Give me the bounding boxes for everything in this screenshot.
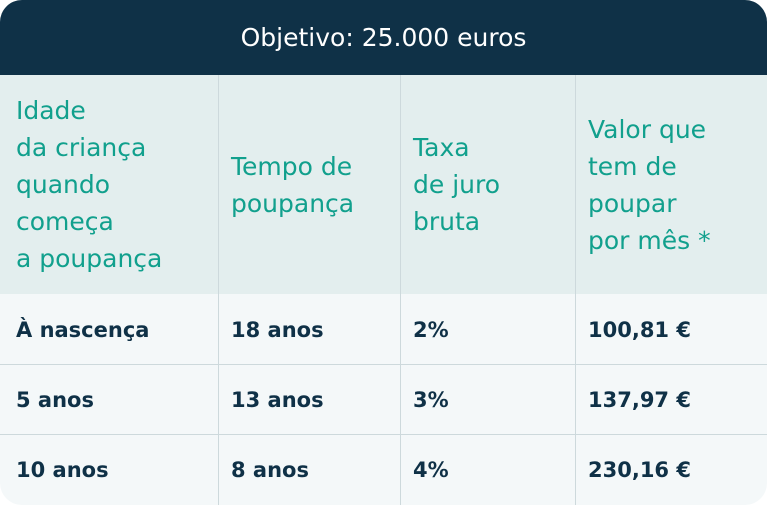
header-cell-rate: Taxa de juro bruta bbox=[413, 75, 573, 294]
cell-age: 5 anos bbox=[16, 388, 94, 412]
cell-monthly-amount: 230,16 € bbox=[588, 458, 691, 482]
header-cell-duration: Tempo de poupança bbox=[231, 75, 399, 294]
table-row: 10 anos 8 anos 4% 230,16 € bbox=[0, 435, 767, 505]
header-label-monthly: Valor que tem de poupar por mês * bbox=[588, 114, 711, 255]
column-divider bbox=[400, 75, 401, 505]
cell-monthly-amount: 137,97 € bbox=[588, 388, 691, 412]
cell-rate: 2% bbox=[413, 318, 449, 342]
cell-duration: 13 anos bbox=[231, 388, 324, 412]
header-label-rate: Taxa de juro bruta bbox=[413, 133, 501, 236]
cell-duration: 8 anos bbox=[231, 458, 309, 482]
header-label-age: Idade da criança quando começa a poupanç… bbox=[16, 96, 163, 273]
cell-rate: 4% bbox=[413, 458, 449, 482]
cell-rate: 3% bbox=[413, 388, 449, 412]
row-divider bbox=[0, 434, 767, 435]
row-divider bbox=[0, 364, 767, 365]
cell-age: À nascença bbox=[16, 318, 150, 342]
header-cell-age: Idade da criança quando começa a poupanç… bbox=[16, 75, 216, 294]
cell-duration: 18 anos bbox=[231, 318, 324, 342]
table-row: À nascença 18 anos 2% 100,81 € bbox=[0, 295, 767, 365]
header-label-duration: Tempo de poupança bbox=[231, 151, 355, 218]
cell-monthly-amount: 100,81 € bbox=[588, 318, 691, 342]
column-divider bbox=[218, 75, 219, 505]
header-cell-monthly: Valor que tem de poupar por mês * bbox=[588, 75, 763, 294]
column-divider bbox=[575, 75, 576, 505]
table-header-row: Idade da criança quando começa a poupanç… bbox=[0, 75, 767, 294]
table-title: Objetivo: 25.000 euros bbox=[0, 0, 767, 75]
table-row: 5 anos 13 anos 3% 137,97 € bbox=[0, 365, 767, 435]
cell-age: 10 anos bbox=[16, 458, 109, 482]
